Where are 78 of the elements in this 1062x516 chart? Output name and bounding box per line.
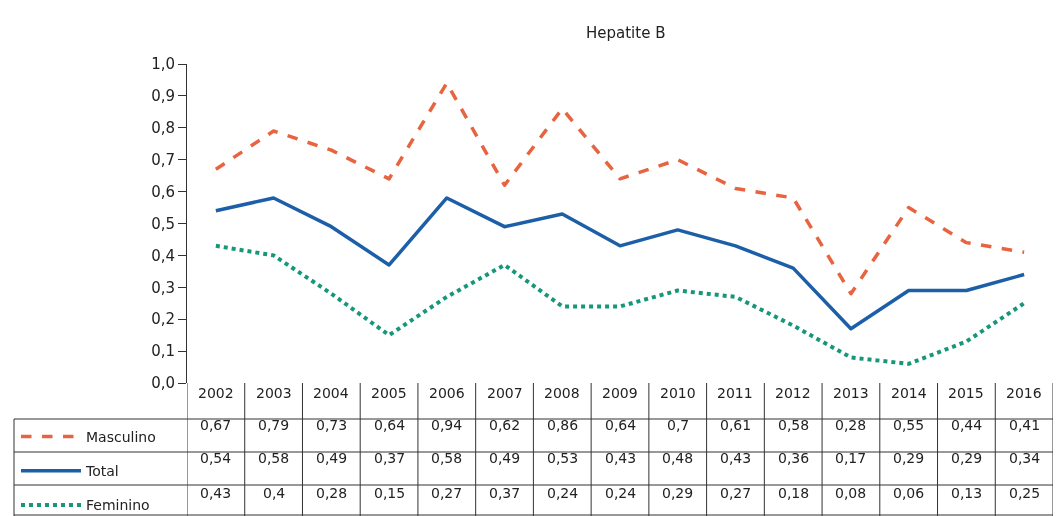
data-label: 0,64 [374, 417, 406, 433]
data-label: 0,06 [893, 485, 925, 501]
data-label: 0,13 [951, 485, 983, 501]
data-label: 0,27 [431, 485, 463, 501]
data-label: 0,58 [258, 450, 290, 466]
x-tick-label: 2011 [717, 385, 753, 401]
y-tick-label: 0,3 [151, 278, 175, 297]
x-tick-label: 2005 [371, 385, 407, 401]
x-tick-label: 2003 [256, 385, 292, 401]
y-tick-label: 0,5 [151, 214, 175, 233]
chart-title: Hepatite B [586, 24, 666, 42]
data-label: 0,29 [951, 450, 983, 466]
data-label: 0,29 [662, 485, 694, 501]
data-label: 0,43 [720, 450, 752, 466]
data-label: 0,49 [489, 450, 521, 466]
x-tick-label: 2013 [833, 385, 869, 401]
x-tick-label: 2014 [891, 385, 927, 401]
x-tick-label: 2007 [487, 385, 523, 401]
data-label: 0,28 [316, 485, 348, 501]
x-tick-label: 2009 [602, 385, 638, 401]
y-tick-label: 0,1 [151, 342, 175, 361]
data-label: 0,62 [489, 417, 521, 433]
data-label: 0,15 [374, 485, 406, 501]
data-label: 0,17 [835, 450, 867, 466]
data-label: 0,08 [835, 485, 867, 501]
data-label: 0,25 [1009, 485, 1041, 501]
y-tick-label: 0,8 [151, 119, 175, 138]
data-label: 0,67 [200, 417, 232, 433]
y-tick-label: 0,0 [151, 374, 175, 393]
data-label: 0,64 [605, 417, 637, 433]
data-label: 0,4 [263, 485, 286, 501]
x-tick-label: 2016 [1006, 385, 1042, 401]
data-label: 0,18 [778, 485, 810, 501]
data-label: 0,24 [605, 485, 637, 501]
data-label: 0,53 [547, 450, 579, 466]
data-label: 0,37 [374, 450, 406, 466]
x-tick-label: 2008 [544, 385, 580, 401]
data-label: 0,28 [835, 417, 867, 433]
data-label: 0,37 [489, 485, 521, 501]
line-series [214, 196, 1026, 331]
x-tick-label: 2004 [313, 385, 349, 401]
data-label: 0,94 [431, 417, 463, 433]
y-tick-label: 1,0 [151, 55, 175, 74]
data-label: 0,73 [316, 417, 348, 433]
data-label: 0,41 [1009, 417, 1041, 433]
legend-label: Feminino [86, 497, 150, 514]
y-tick-label: 0,6 [151, 182, 175, 201]
data-label: 0,79 [258, 417, 290, 433]
legend-label: Total [85, 463, 119, 480]
data-label: 0,43 [200, 485, 232, 501]
x-tick-label: 2010 [660, 385, 696, 401]
data-label: 0,61 [720, 417, 752, 433]
data-label: 0,55 [893, 417, 925, 433]
legend-label: Masculino [86, 429, 156, 446]
x-tick-label: 2002 [198, 385, 234, 401]
data-label: 0,49 [316, 450, 348, 466]
data-label: 0,24 [547, 485, 579, 501]
line-series [213, 243, 1027, 366]
line-series [214, 81, 1026, 296]
x-tick-label: 2006 [429, 385, 465, 401]
x-tick-label: 2015 [948, 385, 984, 401]
y-tick-label: 0,2 [151, 310, 175, 329]
data-label: 0,86 [547, 417, 579, 433]
y-tick-label: 0,7 [151, 150, 175, 169]
y-tick-label: 0,4 [151, 246, 175, 265]
y-tick-label: 0,9 [151, 87, 175, 106]
data-label: 0,34 [1009, 450, 1041, 466]
data-label: 0,44 [951, 417, 983, 433]
data-label: 0,54 [200, 450, 232, 466]
data-label: 0,48 [662, 450, 694, 466]
data-label: 0,27 [720, 485, 752, 501]
data-label: 0,36 [778, 450, 810, 466]
data-label: 0,43 [605, 450, 637, 466]
x-tick-label: 2012 [775, 385, 811, 401]
data-label: 0,29 [893, 450, 925, 466]
data-label: 0,58 [431, 450, 463, 466]
data-label: 0,58 [778, 417, 810, 433]
data-label: 0,7 [667, 417, 690, 433]
